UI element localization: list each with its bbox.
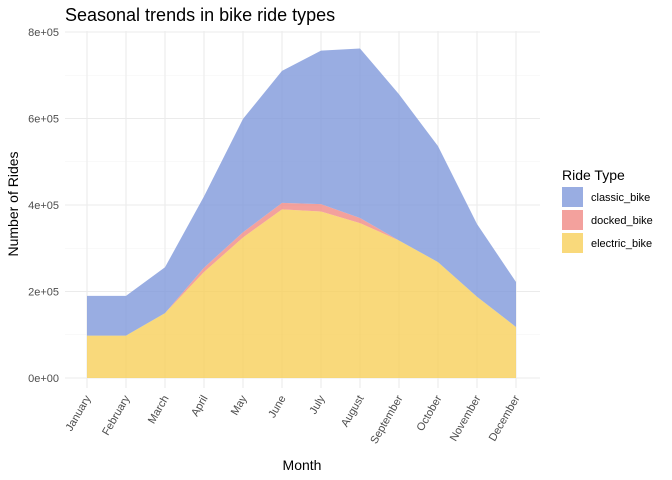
legend-label-classic-bike: classic_bike [591,192,650,204]
x-tick-label: August [339,394,367,430]
area-layers [87,48,516,378]
x-tick-label: January [64,393,94,433]
y-tick-label: 8e+05 [28,27,59,39]
area-electric-bike [87,209,516,378]
y-tick-label: 4e+05 [28,200,59,212]
x-tick-label: May [229,393,250,417]
y-tick-label: 0e+00 [28,373,59,385]
y-axis-title: Number of Rides [5,151,21,256]
x-tick-label: March [146,394,172,426]
legend-key-electric-bike [562,233,583,253]
chart-title: Seasonal trends in bike ride types [65,5,335,25]
x-tick-label: April [189,394,210,419]
legend: Ride Type classic_bike docked_bikeelectri… [562,167,653,253]
legend-key-docked-bike [562,210,583,230]
legend-key-classic-bike [562,187,583,207]
x-tick-label: November [448,393,484,443]
y-tick-label: 6e+05 [28,114,59,126]
x-tick-label: December [487,393,523,443]
legend-label-docked-bike: docked_bike [591,215,653,227]
x-axis-title: Month [283,457,322,473]
y-axis-tick-labels: 0e+00 2e+05 4e+05 6e+05 8e+05 [28,27,59,385]
legend-title: Ride Type [562,167,625,183]
legend-label-electric-bike: electric_bike [591,238,652,250]
x-tick-label: July [307,393,327,416]
x-tick-label: February [100,393,133,438]
x-tick-label: October [415,393,445,433]
x-axis-tick-labels: January February March April May June July Augu… [64,393,523,446]
x-tick-label: September [368,393,405,446]
x-tick-label: June [266,394,288,421]
area-classic-bike [87,48,516,336]
y-tick-label: 2e+05 [28,287,59,299]
